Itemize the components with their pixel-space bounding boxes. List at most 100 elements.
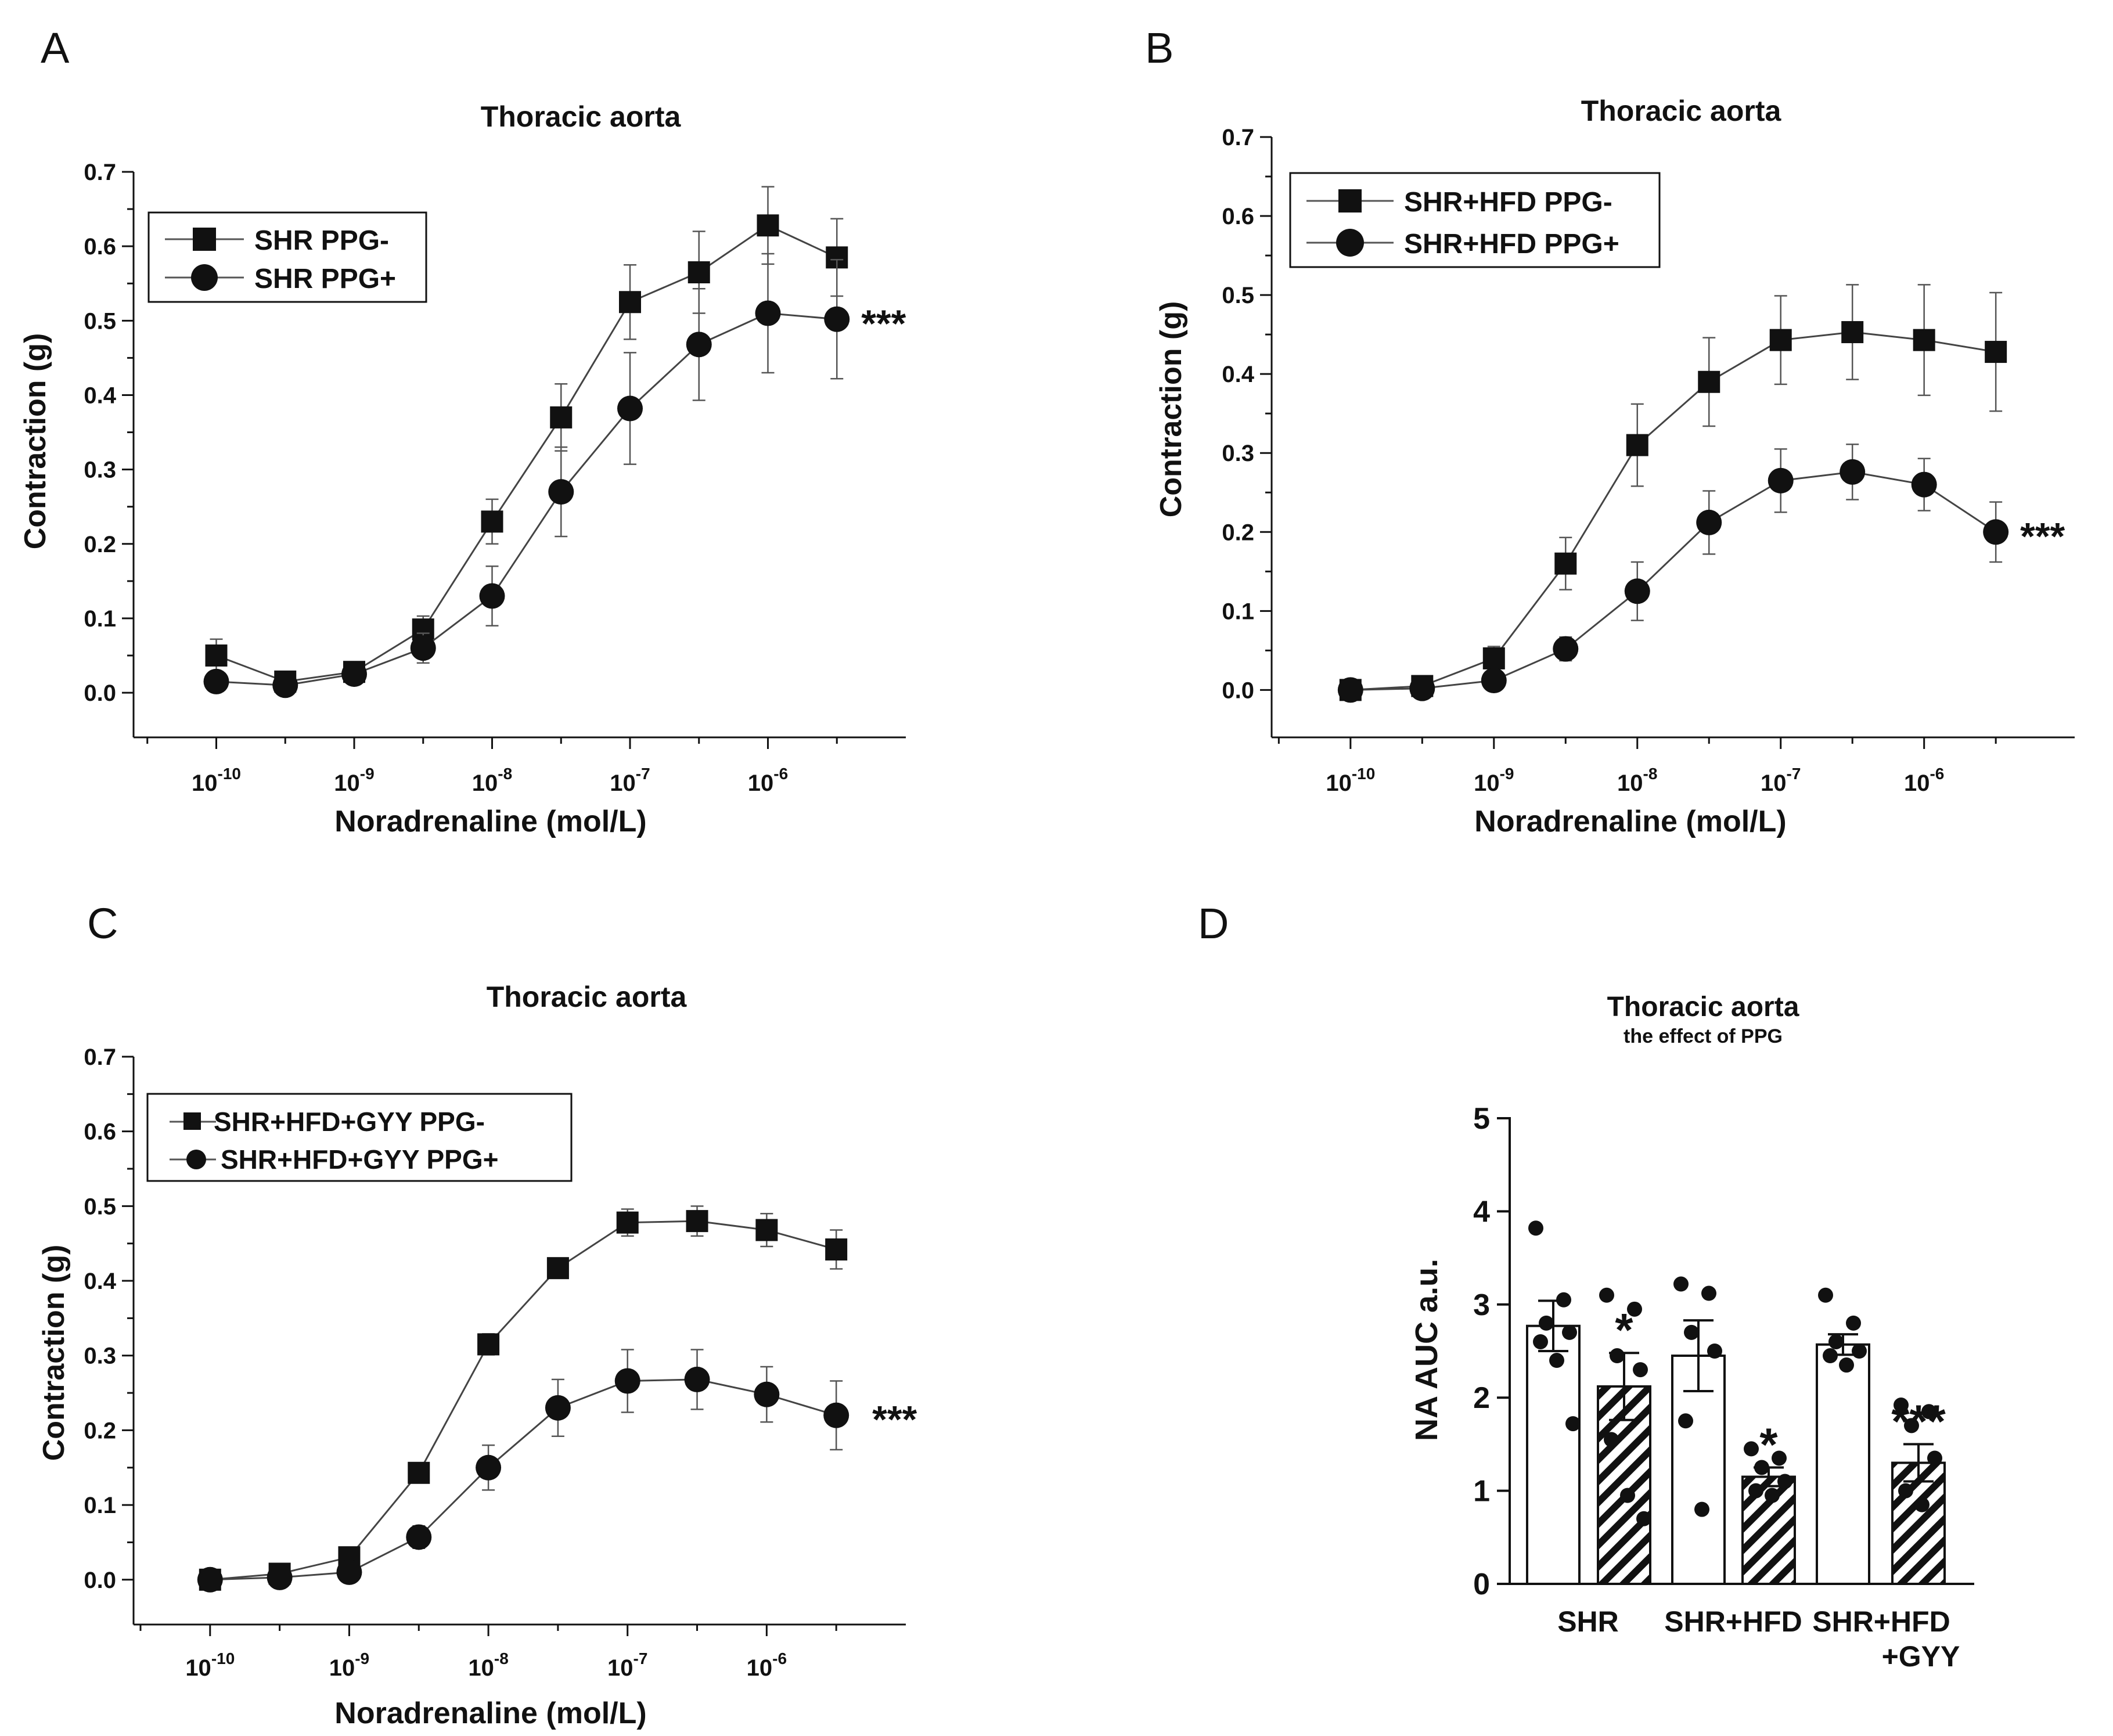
panel-c-ylabel: Contraction (g) [37, 1245, 71, 1461]
data-point-circle [203, 668, 229, 694]
x-tick-label: 10-7 [607, 1649, 647, 1681]
data-point [1694, 1501, 1709, 1517]
y-tick-label: 0.6 [84, 1119, 116, 1145]
x-tick-label: 10-9 [334, 765, 374, 796]
data-point-circle [1696, 509, 1722, 535]
data-point [1701, 1285, 1716, 1301]
panel-b-plot: 0.0 0.1 0.2 0.3 0.4 0.5 0.6 0.7 10-10 10-9 10-8 10-… [1222, 125, 2075, 796]
data-point-square [687, 261, 710, 284]
y-tick-label: 0.2 [1222, 520, 1254, 545]
y-tick-label: 0.3 [84, 458, 116, 483]
y-tick-label: 0.1 [84, 1493, 116, 1518]
panel-b-ylabel: Contraction (g) [1154, 301, 1188, 518]
data-point-square [755, 1219, 778, 1241]
y-tick-label: 0.5 [84, 1194, 116, 1219]
data-point-square [205, 644, 228, 667]
data-point [1744, 1441, 1759, 1457]
data-point-circle [548, 479, 574, 505]
data-point-circle [410, 635, 436, 661]
x-tick-label: 10-9 [329, 1649, 369, 1681]
panel-a-letter: A [41, 24, 70, 72]
x-tick-label: 10-10 [1326, 765, 1375, 796]
y-tick-label: 0.2 [84, 532, 116, 557]
panel-b: B Thoracic aorta 0.00.10.20.30.40.50.60.… [1145, 24, 2075, 838]
panel-b-title: Thoracic aorta [1581, 95, 1782, 127]
x-tick-label: 10-9 [1474, 765, 1514, 796]
data-point [1818, 1287, 1833, 1303]
data-point [1823, 1348, 1838, 1364]
data-point-square [1554, 552, 1577, 575]
legend-frame [146, 1093, 573, 1182]
panel-a-legend: SHR PPG- SHR PPG+ [147, 211, 427, 303]
x-tick-label: 10-7 [610, 765, 650, 796]
data-point-circle [755, 300, 781, 326]
data-point-circle [684, 1366, 710, 1392]
data-point-circle [267, 1564, 293, 1590]
data-point-circle [1337, 677, 1363, 703]
group-label: SHR+HFD +GYY [1812, 1605, 1960, 1673]
data-point [1904, 1418, 1919, 1434]
significance-label: *** [2020, 514, 2065, 557]
series-line [216, 312, 837, 686]
data-point-circle [754, 1381, 780, 1407]
x-tick-label: 10-7 [1761, 765, 1801, 796]
y-tick-label: 0.5 [84, 308, 116, 334]
x-tick-label: 10-6 [747, 1649, 787, 1681]
data-point [1533, 1334, 1548, 1349]
data-point-circle [1409, 675, 1435, 701]
y-tick-label: 0.7 [1222, 125, 1254, 150]
series-line [210, 1220, 837, 1581]
significance-label: *** [861, 302, 906, 345]
data-point [1921, 1404, 1936, 1420]
y-tick-label: 0.7 [84, 160, 116, 185]
data-point [1604, 1432, 1619, 1447]
data-point-square [1698, 370, 1720, 393]
data-point-circle [1624, 578, 1650, 604]
data-point-square [825, 1238, 848, 1261]
significance-label: *** [1891, 1395, 1946, 1447]
legend-square-marker [1338, 189, 1362, 213]
y-tick-label: 0.3 [1222, 441, 1254, 466]
group-label: SHR [1557, 1605, 1619, 1638]
data-point [1846, 1315, 1861, 1331]
y-tick-label: 0.4 [1222, 362, 1254, 387]
data-point [1565, 1416, 1581, 1432]
data-point [1599, 1287, 1614, 1303]
data-point-circle [1768, 467, 1794, 494]
y-tick-label: 0.5 [1222, 283, 1254, 308]
panel-b-xlabel: Noradrenaline (mol/L) [1474, 805, 1786, 838]
data-point [1765, 1488, 1780, 1503]
data-point [1627, 1301, 1642, 1317]
y-tick-label: 0.6 [84, 234, 116, 260]
legend-circle-marker [191, 264, 218, 291]
data-point-square [1841, 321, 1864, 344]
y-tick-label: 0.6 [1222, 204, 1254, 229]
y-tick-label: 5 [1473, 1102, 1490, 1136]
data-point-circle [1840, 459, 1866, 485]
data-point-square [619, 291, 641, 314]
series-line [210, 1378, 837, 1581]
legend-circle-marker [186, 1150, 206, 1169]
panel-c-letter: C [87, 899, 118, 948]
panel-a-xlabel: Noradrenaline (mol/L) [334, 805, 646, 838]
panel-b-legend: SHR+HFD PPG- SHR+HFD PPG+ [1289, 172, 1661, 268]
data-point-square [757, 214, 779, 237]
data-point [1549, 1353, 1564, 1368]
panel-c-plot: 0.0 0.1 0.2 0.3 0.4 0.5 0.6 0.7 10-10 10-9 10-8 10-… [84, 1045, 917, 1681]
data-point-square [481, 510, 503, 533]
y-tick-label: 0.2 [84, 1418, 116, 1443]
data-point-square [550, 406, 573, 428]
data-point [1633, 1362, 1648, 1378]
data-point [1678, 1413, 1693, 1429]
panel-c-legend: SHR+HFD+GYY PPG- SHR+HFD+GYY PPG+ [146, 1093, 573, 1182]
data-point-square [616, 1211, 639, 1234]
y-tick-label: 0.1 [84, 606, 116, 632]
y-tick-label: 0.0 [84, 680, 116, 706]
y-tick-label: 4 [1473, 1195, 1490, 1229]
significance-label: * [1759, 1419, 1778, 1471]
y-tick-label: 0.7 [84, 1045, 116, 1070]
panel-a-plot: 0.0 0.1 0.2 0.3 0.4 0.5 0.6 0.7 10-10 10-9 10-8 10-… [84, 160, 906, 796]
x-tick-label: 10-6 [748, 765, 788, 796]
